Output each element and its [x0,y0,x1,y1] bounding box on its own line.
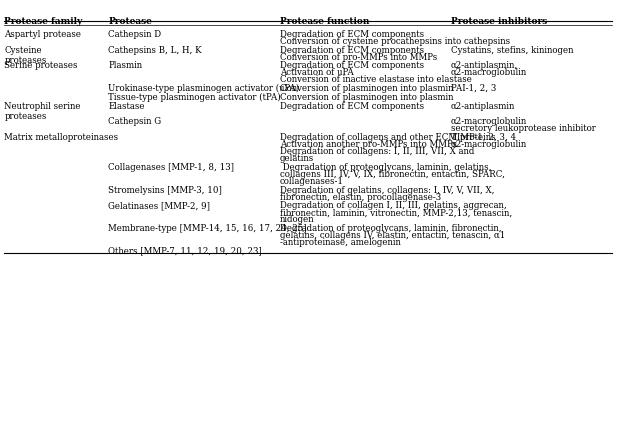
Text: Activation another pro-MMPs into MMPs: Activation another pro-MMPs into MMPs [280,140,457,149]
Text: Neutrophil serine
proteases: Neutrophil serine proteases [4,102,81,121]
Text: Protease function: Protease function [280,16,369,26]
Text: Degradation of proteoglycans, laminin, fibronectin,: Degradation of proteoglycans, laminin, f… [280,224,501,233]
Text: Degradation of ECM components: Degradation of ECM components [280,61,424,70]
Text: Protease: Protease [108,16,152,26]
Text: Degradation of collagens and other ECM proteins: Degradation of collagens and other ECM p… [280,133,495,142]
Text: Degradation of ECM components: Degradation of ECM components [280,30,424,39]
Text: Tissue-type plasminogen activator (tPA): Tissue-type plasminogen activator (tPA) [108,92,281,102]
Text: Elastase: Elastase [108,102,145,110]
Text: α2-macroglobulin: α2-macroglobulin [451,117,527,126]
Text: α2-macroglobulin: α2-macroglobulin [451,68,527,77]
Text: Matrix metalloproteinases: Matrix metalloproteinases [4,133,118,142]
Text: Degradation of proteoglycans, laminin, gelatins,: Degradation of proteoglycans, laminin, g… [280,162,491,171]
Text: Gelatinases [MMP-2, 9]: Gelatinases [MMP-2, 9] [108,201,210,210]
Text: -antiproteinase, amelogenin: -antiproteinase, amelogenin [280,237,401,247]
Text: Serine proteases: Serine proteases [4,61,78,70]
Text: PAI-1, 2, 3: PAI-1, 2, 3 [451,84,496,93]
Text: fibronectin, elastin, procollagenase-3: fibronectin, elastin, procollagenase-3 [280,192,441,201]
Text: Aspartyl protease: Aspartyl protease [4,30,81,39]
Text: Protease inhibitors: Protease inhibitors [451,16,547,26]
Text: Urokinase-type plasminogen activator (uPA): Urokinase-type plasminogen activator (uP… [108,84,300,93]
Text: α2-antiplasmin: α2-antiplasmin [451,102,515,110]
Text: Conversion of inactive elastase into elastase: Conversion of inactive elastase into ela… [280,75,472,84]
Text: Conversion of pro-MMPs into MMPs: Conversion of pro-MMPs into MMPs [280,53,437,62]
Text: fibronectin, laminin, vitronectin, MMP-2,13, tenascin,: fibronectin, laminin, vitronectin, MMP-2… [280,208,512,217]
Text: α2-antiplasmin,: α2-antiplasmin, [451,61,518,70]
Text: Cystatins, stefins, kininogen: Cystatins, stefins, kininogen [451,46,573,55]
Text: collagens III, IV, V, IX, fibronectin, entactin, SPARC,: collagens III, IV, V, IX, fibronectin, e… [280,169,505,178]
Text: Cysteine
proteases: Cysteine proteases [4,46,47,65]
Text: Activation of uPA: Activation of uPA [280,68,353,77]
Text: Cathepsin G: Cathepsin G [108,117,161,126]
Text: Others [MMP-7, 11, 12, 19, 20, 23]: Others [MMP-7, 11, 12, 19, 20, 23] [108,246,262,255]
Text: gelatins: gelatins [280,154,314,163]
Text: Degradation of gelatins, collagens: I, IV, V, VII, X,: Degradation of gelatins, collagens: I, I… [280,185,494,194]
Text: Degradation of collagen I, II, III, gelatins, aggrecan,: Degradation of collagen I, II, III, gela… [280,201,507,210]
Text: gelatins, collagens IV, elastin, entactin, tenascin, α1: gelatins, collagens IV, elastin, entacti… [280,230,505,240]
Text: TIMP-1, 2, 3, 4: TIMP-1, 2, 3, 4 [451,133,516,142]
Text: Conversion of cysteine procathepsins into cathepsins: Conversion of cysteine procathepsins int… [280,37,510,46]
Text: Degradation of collagens: I, II, III, VII, X and: Degradation of collagens: I, II, III, VI… [280,147,474,156]
Text: Plasmin: Plasmin [108,61,142,70]
Text: Conversion of plasminogen into plasmin: Conversion of plasminogen into plasmin [280,84,453,93]
Text: Degradation of ECM components: Degradation of ECM components [280,102,424,110]
Text: Conversion of plasminogen into plasmin: Conversion of plasminogen into plasmin [280,92,453,102]
Text: Degradation of ECM components: Degradation of ECM components [280,46,424,55]
Text: Collagenases [MMP-1, 8, 13]: Collagenases [MMP-1, 8, 13] [108,162,234,171]
Text: Cathepsin D: Cathepsin D [108,30,161,39]
Text: Stromelysins [MMP-3, 10]: Stromelysins [MMP-3, 10] [108,185,222,194]
Text: Membrane-type [MMP-14, 15, 16, 17, 24, 25]: Membrane-type [MMP-14, 15, 16, 17, 24, 2… [108,224,307,233]
Text: collagenases-1: collagenases-1 [280,176,344,185]
Text: Protease family: Protease family [4,16,83,26]
Text: secretory leukoprotease inhibitor: secretory leukoprotease inhibitor [451,124,596,133]
Text: α2-macroglobulin: α2-macroglobulin [451,140,527,149]
Text: nidogen: nidogen [280,215,314,224]
Text: Cathepsins B, L, H, K: Cathepsins B, L, H, K [108,46,202,55]
